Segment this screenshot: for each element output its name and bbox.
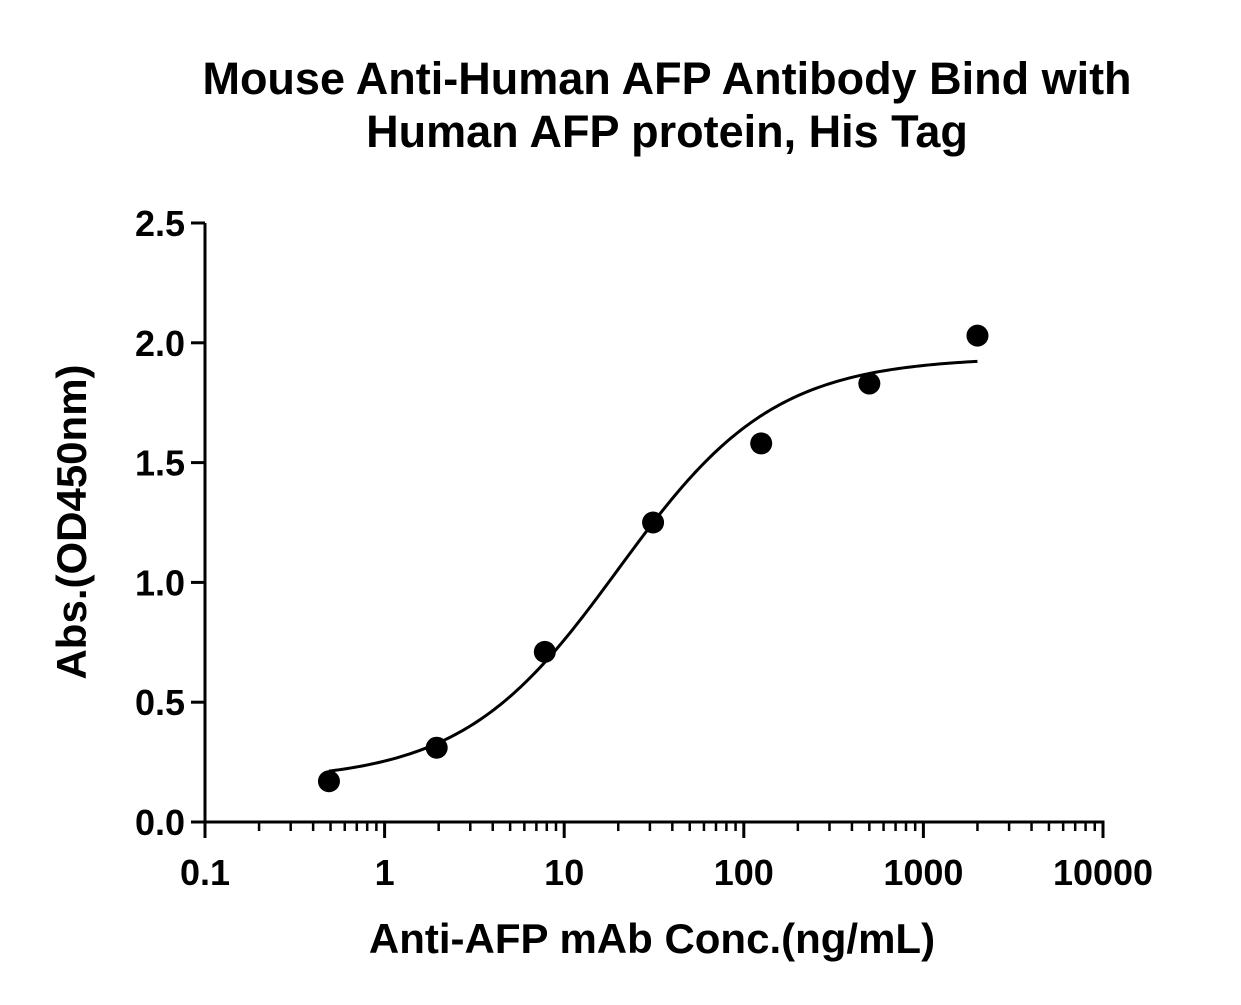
y-tick-label: 0.0 <box>135 802 185 843</box>
axes: 0.0 0.5 1.0 1.5 2.0 2.5 0.1 1 10 100 1000 10000 <box>135 203 1153 893</box>
data-point <box>966 324 989 347</box>
chart-title: Mouse Anti-Human AFP Antibody Bind with … <box>0 52 1241 158</box>
x-tick-label: 1 <box>375 852 395 893</box>
x-axis-label: Anti-AFP mAb Conc.(ng/mL) <box>369 915 935 962</box>
y-axis-label: Abs.(OD450nm) <box>48 364 95 679</box>
x-tick-label: 10 <box>544 852 584 893</box>
data-point <box>533 640 556 663</box>
x-tick-label: 0.1 <box>180 852 230 893</box>
fit-curve <box>328 359 978 773</box>
data-point <box>317 770 340 793</box>
data-point <box>858 372 881 395</box>
y-tick-label: 2.5 <box>135 203 185 244</box>
data-point <box>425 736 448 759</box>
y-tick-label: 1.0 <box>135 562 185 603</box>
y-tick-label: 0.5 <box>135 682 185 723</box>
data-point <box>642 511 665 534</box>
data-point <box>750 432 773 455</box>
y-tick-label: 1.5 <box>135 443 185 484</box>
chart-title-line1: Mouse Anti-Human AFP Antibody Bind with <box>202 53 1132 104</box>
x-tick-label: 10000 <box>1053 852 1153 893</box>
y-tick-label: 2.0 <box>135 323 185 364</box>
fit-curve-layer <box>328 359 978 773</box>
chart-title-line2: Human AFP protein, His Tag <box>366 106 968 157</box>
x-tick-label: 1000 <box>883 852 963 893</box>
data-points-layer <box>317 324 989 793</box>
x-tick-label: 100 <box>714 852 774 893</box>
